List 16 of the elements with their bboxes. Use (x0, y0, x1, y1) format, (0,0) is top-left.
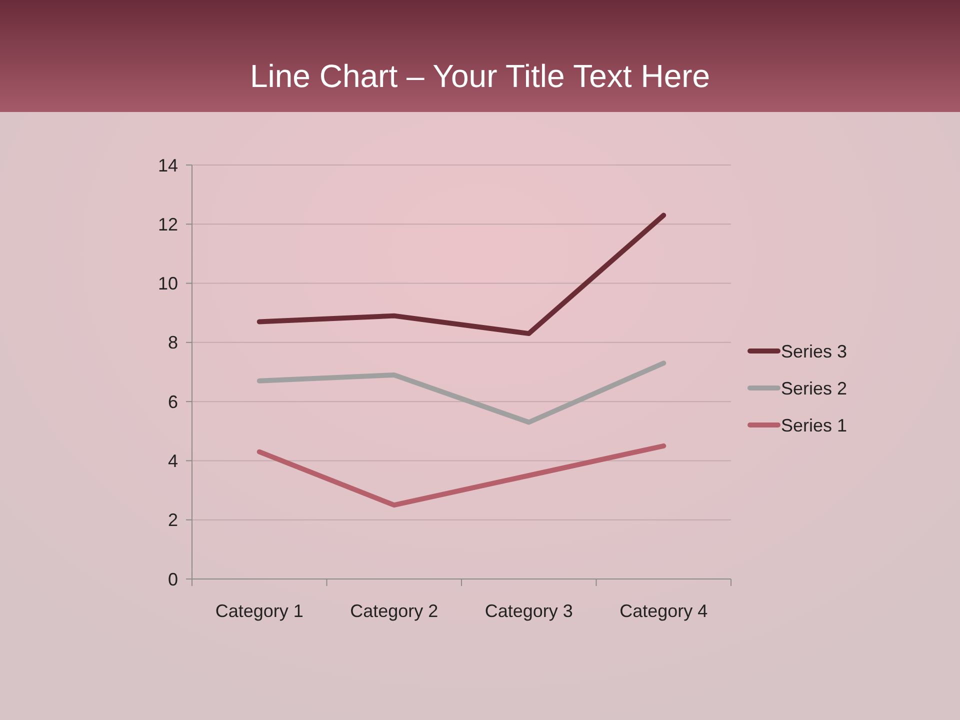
x-tick-label: Category 1 (215, 601, 304, 621)
legend-label: Series 3 (781, 341, 848, 362)
legend-label: Series 1 (781, 415, 848, 436)
x-tick-label: Category 2 (350, 601, 438, 621)
x-tick-label: Category 3 (484, 601, 573, 621)
y-tick-label: 4 (168, 451, 178, 472)
y-tick-label: 0 (168, 569, 178, 590)
y-tick-label: 10 (158, 274, 178, 294)
y-tick-label: 8 (168, 332, 178, 353)
y-tick-label: 2 (168, 510, 178, 530)
y-tick-label: 12 (158, 214, 178, 234)
y-tick-label: 6 (168, 392, 178, 412)
y-tick-label: 14 (158, 155, 178, 176)
legend-label: Series 2 (781, 378, 848, 398)
chart-title: Line Chart – Your Title Text Here (250, 58, 710, 94)
x-tick-label: Category 4 (620, 601, 708, 621)
